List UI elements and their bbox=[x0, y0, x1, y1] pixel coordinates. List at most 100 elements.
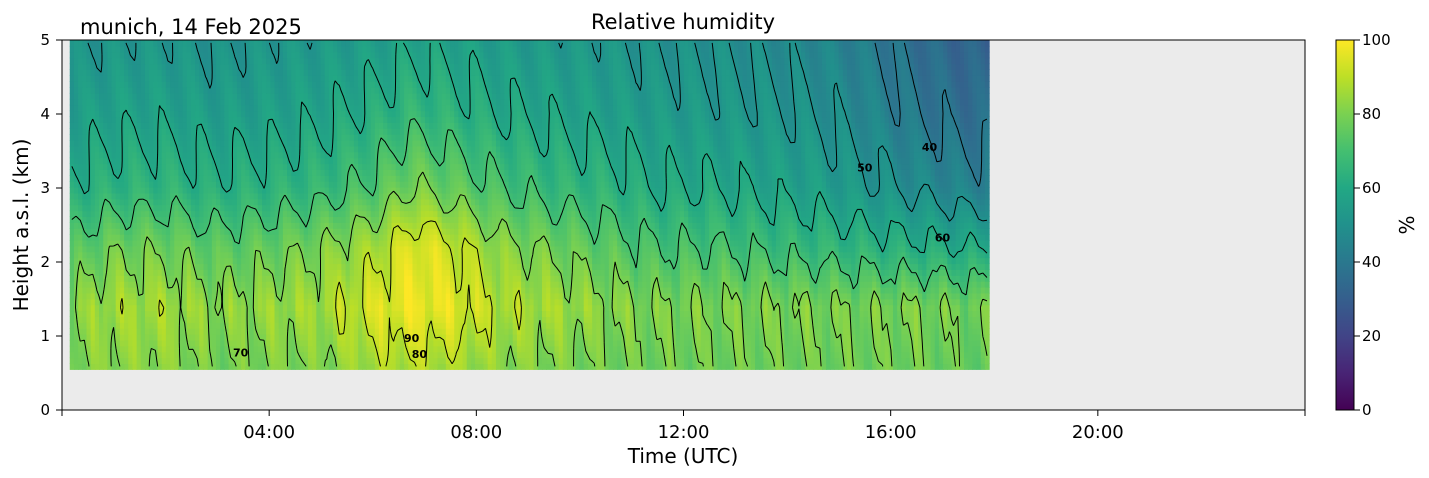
heatmap-cell bbox=[809, 304, 815, 312]
heatmap-cell bbox=[533, 334, 539, 341]
heatmap-cell bbox=[558, 292, 564, 300]
heatmap-cell bbox=[654, 357, 660, 365]
heatmap-cell bbox=[938, 328, 944, 335]
heatmap-cell bbox=[483, 245, 489, 253]
heatmap-cell bbox=[663, 281, 668, 288]
heatmap-cell bbox=[968, 351, 973, 359]
heatmap-cell bbox=[809, 245, 815, 253]
heatmap-cell bbox=[633, 292, 639, 300]
heatmap-cell bbox=[796, 357, 802, 365]
heatmap-cell bbox=[905, 351, 911, 359]
heatmap-cell bbox=[959, 281, 965, 288]
heatmap-cell bbox=[750, 292, 756, 300]
heatmap-cell bbox=[713, 345, 719, 353]
heatmap-cell bbox=[333, 363, 338, 370]
heatmap-cell bbox=[170, 281, 175, 288]
heatmap-cell bbox=[211, 298, 217, 306]
heatmap-cell bbox=[700, 357, 706, 365]
heatmap-cell bbox=[391, 339, 397, 347]
heatmap-cell bbox=[115, 316, 121, 323]
heatmap-cell bbox=[395, 234, 401, 241]
heatmap-cell bbox=[136, 310, 142, 317]
heatmap-cell bbox=[404, 239, 409, 247]
heatmap-cell bbox=[579, 239, 585, 247]
heatmap-cell bbox=[132, 357, 138, 365]
heatmap-cell bbox=[775, 275, 781, 282]
heatmap-cell bbox=[775, 328, 781, 335]
heatmap-cell bbox=[199, 339, 205, 347]
heatmap-cell bbox=[320, 245, 326, 253]
heatmap-cell bbox=[408, 239, 414, 247]
heatmap-cell bbox=[433, 286, 439, 294]
heatmap-cell bbox=[349, 339, 355, 347]
heatmap-cell bbox=[884, 328, 890, 335]
heatmap-cell bbox=[378, 334, 384, 341]
heatmap-cell bbox=[558, 234, 564, 241]
heatmap-cell bbox=[650, 316, 656, 323]
heatmap-cell bbox=[830, 345, 836, 353]
heatmap-cell bbox=[429, 298, 434, 306]
heatmap-cell bbox=[387, 275, 393, 282]
heatmap-cell bbox=[412, 275, 418, 282]
heatmap-cell bbox=[968, 339, 973, 347]
heatmap-cell bbox=[508, 239, 514, 247]
heatmap-cell bbox=[955, 345, 961, 353]
heatmap-cell bbox=[366, 351, 372, 359]
heatmap-cell bbox=[863, 251, 869, 259]
heatmap-cell bbox=[604, 234, 610, 241]
heatmap-cell bbox=[888, 304, 894, 312]
heatmap-cell bbox=[299, 245, 305, 253]
heatmap-cell bbox=[838, 357, 844, 365]
heatmap-cell bbox=[617, 351, 622, 359]
heatmap-cell bbox=[842, 286, 848, 294]
heatmap-cell bbox=[232, 345, 238, 353]
heatmap-cell bbox=[165, 245, 171, 253]
heatmap-cell bbox=[964, 245, 969, 253]
heatmap-cell bbox=[450, 339, 455, 347]
heatmap-cell bbox=[458, 239, 464, 247]
heatmap-cell bbox=[679, 345, 685, 353]
heatmap-cell bbox=[876, 292, 882, 300]
heatmap-cell bbox=[470, 234, 476, 241]
heatmap-cell bbox=[696, 269, 702, 276]
heatmap-cell bbox=[709, 363, 714, 370]
heatmap-cell bbox=[529, 316, 535, 323]
heatmap-cell bbox=[90, 363, 96, 370]
heatmap-cell bbox=[94, 322, 100, 329]
heatmap-cell bbox=[383, 316, 388, 323]
heatmap-cell bbox=[704, 363, 710, 370]
heatmap-cell bbox=[863, 298, 869, 306]
heatmap-cell bbox=[153, 316, 159, 323]
heatmap-cell bbox=[312, 328, 317, 335]
heatmap-cell bbox=[734, 257, 739, 265]
heatmap-cell bbox=[303, 298, 309, 306]
heatmap-cell bbox=[345, 322, 351, 329]
heatmap-cell bbox=[470, 239, 476, 247]
heatmap-cell bbox=[378, 351, 384, 359]
heatmap-cell bbox=[750, 251, 756, 259]
heatmap-cell bbox=[412, 292, 418, 300]
heatmap-cell bbox=[709, 281, 714, 288]
heatmap-cell bbox=[830, 239, 836, 247]
heatmap-cell bbox=[362, 281, 368, 288]
heatmap-cell bbox=[182, 239, 188, 247]
heatmap-cell bbox=[817, 239, 823, 247]
heatmap-cell bbox=[495, 310, 501, 317]
heatmap-cell bbox=[750, 263, 756, 270]
heatmap-cell bbox=[316, 234, 322, 241]
heatmap-cell bbox=[450, 316, 455, 323]
heatmap-cell bbox=[567, 263, 572, 270]
heatmap-cell bbox=[165, 292, 171, 300]
heatmap-cell bbox=[968, 239, 973, 247]
heatmap-cell bbox=[675, 275, 681, 282]
heatmap-cell bbox=[930, 304, 936, 312]
heatmap-cell bbox=[859, 263, 865, 270]
heatmap-cell bbox=[600, 245, 606, 253]
heatmap-cell bbox=[86, 239, 92, 247]
heatmap-cell bbox=[458, 286, 464, 294]
heatmap-cell bbox=[399, 275, 405, 282]
heatmap-cell bbox=[830, 269, 836, 276]
heatmap-cell bbox=[299, 304, 305, 312]
heatmap-cell bbox=[374, 363, 380, 370]
heatmap-cell bbox=[955, 292, 961, 300]
